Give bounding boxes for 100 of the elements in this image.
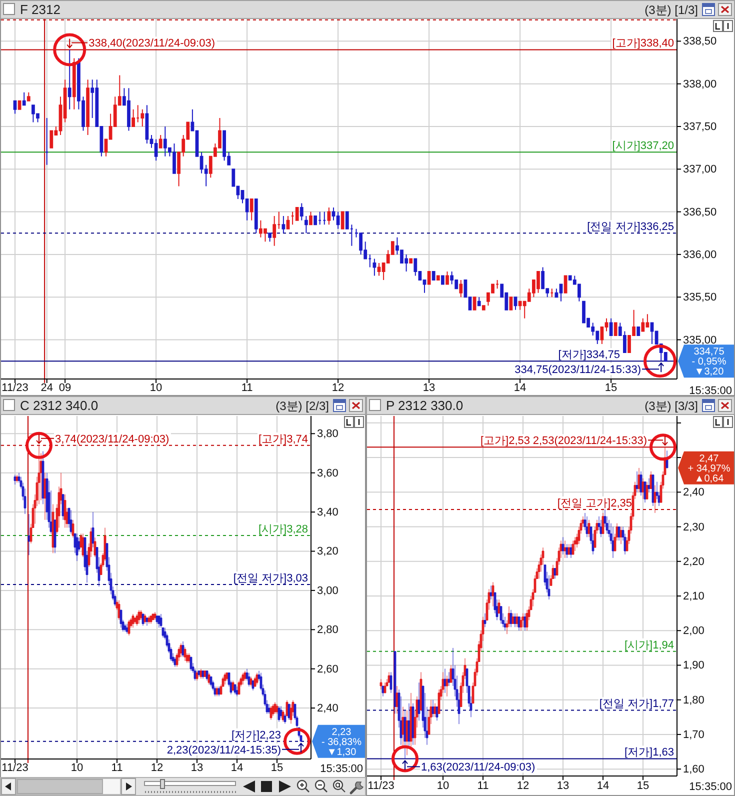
x-tick-label: 14 <box>596 780 610 792</box>
candlestick <box>524 613 526 631</box>
candlestick <box>28 514 30 556</box>
x-tick-label: 10 <box>150 382 162 394</box>
candlestick <box>138 610 140 624</box>
candlestick <box>564 275 568 294</box>
candlestick <box>520 616 522 631</box>
candlestick <box>548 574 550 600</box>
candlestick <box>224 672 226 685</box>
x-tick-label: 15 <box>636 780 650 792</box>
candlestick <box>441 275 444 285</box>
candlestick <box>504 616 506 631</box>
candlestick <box>446 675 448 697</box>
candlestick <box>180 643 182 658</box>
candlestick <box>250 676 252 687</box>
candlestick <box>38 445 40 504</box>
candlestick <box>134 618 136 624</box>
x-tick-label: 11/23 <box>368 780 394 792</box>
candlestick <box>206 670 208 681</box>
candlestick <box>459 280 463 298</box>
candlestick <box>92 512 94 548</box>
candlestick <box>148 616 150 624</box>
y-tick-label: 1,70 <box>683 728 704 741</box>
candlestick <box>188 652 190 664</box>
candlestick <box>564 540 566 558</box>
candlestick <box>210 676 212 687</box>
candlestick <box>436 275 440 281</box>
candlestick <box>588 520 590 538</box>
text: 2,23 - 36,83% ▼1,30 <box>321 726 362 758</box>
ref-line-label: [전일 저가]1,77 <box>599 698 674 710</box>
ref-line-label: [저가]2,23 <box>231 729 281 742</box>
x-tick-label: 14 <box>514 382 526 394</box>
candlestick <box>254 676 256 687</box>
candlestick <box>208 672 210 685</box>
candlestick <box>295 207 299 221</box>
candlestick <box>446 271 449 285</box>
candlestick <box>42 451 44 504</box>
candlestick <box>62 494 64 520</box>
candlestick <box>609 318 613 336</box>
ref-line-label: [시가]3,28 <box>258 524 308 536</box>
candlestick <box>216 686 218 697</box>
candlestick <box>586 516 588 538</box>
candlestick <box>646 482 648 500</box>
y-tick-label: 337,00 <box>683 164 717 176</box>
candlestick <box>394 651 396 714</box>
candlestick <box>242 672 244 685</box>
candlestick <box>270 706 272 720</box>
candlestick <box>444 668 446 694</box>
candlestick <box>641 318 645 332</box>
candlestick <box>526 610 528 631</box>
candlestick <box>309 211 312 226</box>
chart-subtitle: (3분) [3/3] <box>644 399 698 413</box>
candlestick <box>638 468 640 492</box>
y-tick-label: 2,20 <box>683 556 704 568</box>
ref-line-label: [시가]337,20 <box>612 140 674 152</box>
annotation: 338,40(2023/11/24-09:03) <box>88 38 216 50</box>
candlestick <box>190 656 192 672</box>
candlestick <box>274 702 276 714</box>
candlestick <box>256 672 258 685</box>
y-tick-label: 3,40 <box>317 506 338 519</box>
candlestick <box>86 79 90 136</box>
y-tick-label: 337,50 <box>683 120 717 133</box>
x-tick-label: 15 <box>270 762 284 774</box>
ref-line-label: [저가]334,75 <box>558 349 620 362</box>
candlestick <box>566 544 568 558</box>
candlestick <box>380 678 382 690</box>
candlestick <box>126 624 128 634</box>
candlestick <box>218 686 220 697</box>
candlestick <box>427 271 431 285</box>
y-tick-label: 2,80 <box>317 624 338 636</box>
text: 15:35:00 <box>689 781 732 793</box>
candlestick <box>184 647 186 662</box>
x-tick-label: 12 <box>332 382 344 394</box>
candlestick <box>144 614 146 624</box>
chart-title: F 2312 <box>20 2 60 17</box>
candlestick <box>128 620 130 636</box>
x-tick-label: 24 <box>40 382 53 394</box>
candlestick <box>142 614 144 626</box>
candlestick <box>250 198 254 221</box>
ref-line-label: [전일 저가]3,03 <box>233 572 308 585</box>
candlestick <box>572 540 574 555</box>
y-tick-label: 338,00 <box>683 78 717 90</box>
candlestick <box>132 108 135 127</box>
candlestick <box>152 614 154 620</box>
candlestick <box>490 585 492 600</box>
candlestick <box>120 610 122 628</box>
y-tick-label: 3,60 <box>317 467 338 480</box>
annotation: 3,74(2023/11/24-09:03) <box>55 433 170 446</box>
candlestick <box>602 512 604 534</box>
candlestick <box>477 296 481 306</box>
candlestick <box>620 526 622 544</box>
candlestick <box>158 616 160 628</box>
candlestick <box>76 533 78 562</box>
x-tick-label: 11 <box>477 780 489 792</box>
annotation: 2,53(2023/11/24-15:33) <box>532 435 647 448</box>
candlestick <box>570 544 572 558</box>
candlestick <box>327 207 331 226</box>
x-tick-label: 13 <box>422 382 436 394</box>
candlestick <box>132 614 134 628</box>
candlestick <box>410 692 412 749</box>
